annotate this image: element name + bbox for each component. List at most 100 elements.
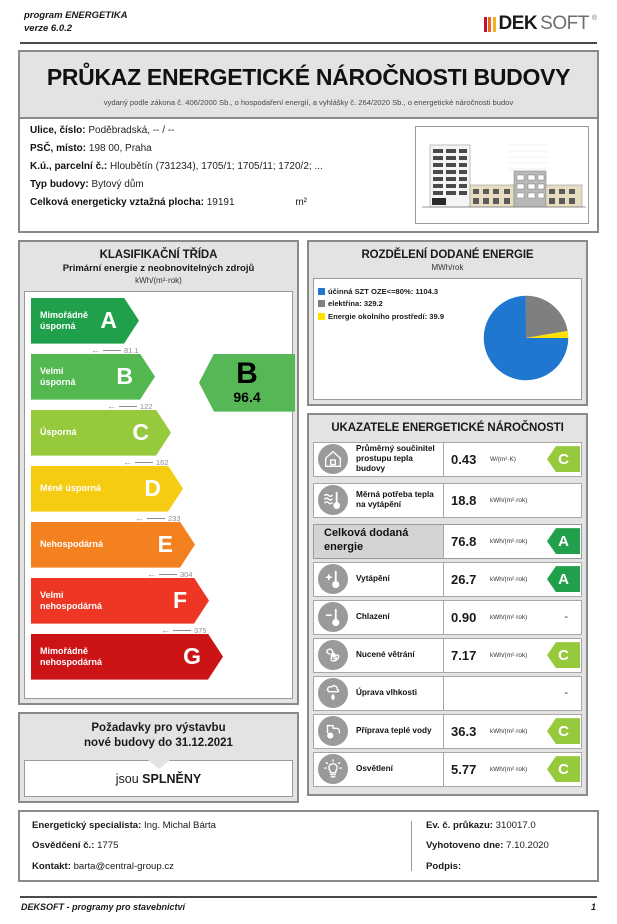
band-threshold-a: ← 81.1 [91,344,139,355]
indicator-class-empty: - [564,611,568,624]
energy-distribution-unit: MWh/rok [431,262,464,272]
band-threshold-b: ← 122 [107,400,153,411]
rating-letter: B [236,357,258,391]
legend-swatch [318,287,325,295]
building-elevation-drawing [416,126,588,223]
band-threshold-e: ← 304 [147,568,193,579]
indicator-value: 76.8 [451,533,477,549]
specialist-row-date: Vyhotoveno dne: 7.10.2020 [426,841,597,851]
indicator-value-area: 0.43 W/(m²·K) C [443,442,581,476]
identification-block: Ulice, číslo: Poděbradská, -- / -- PSČ, … [18,118,599,233]
cooling-icon [325,608,340,627]
indicator-label: Příprava teplé vody [356,726,432,735]
indicator-row: Příprava teplé vody 36.3 kWh/(m²·rok) C [313,713,582,749]
requirements-line2: nové budovy do 31.12.2021 [84,736,233,749]
indicator-value: 0.90 [451,609,477,625]
indicator-unit: kWh/(m²·rok) [490,537,528,545]
indicator-label: Celková dodaná energie [324,527,409,554]
rating-badge: B 96.4 [199,353,295,412]
band-shape-b: Velmi úsporná B [31,354,155,400]
indicator-label: Chlazení [356,612,390,621]
indicator-class-badge: C [547,446,580,473]
band-threshold-f: ← 375 [161,624,207,635]
specialist-label: Energetický specialista: [32,819,142,831]
lighting-icon [324,759,342,778]
indicator-icon-wrap [318,754,348,785]
indicator-unit: kWh/(m²·rok) [490,575,528,583]
band-shape-a: Mimořádně úsporná A [31,298,139,344]
legend-item: účinná SZT OZE<=80%: 1104.3 [318,287,475,296]
indicator-value-area: 36.3 kWh/(m²·rok) C [443,714,581,748]
band-label: Velmi úsporná [40,366,76,387]
specialist-row-certificate: Osvědčení č.: 1775 [32,841,411,851]
energy-distribution-header: ROZDĚLENÍ DODANÉ ENERGIE MWh/rok [309,242,586,278]
indicator-label: Úprava vlhkosti [356,688,417,697]
specialist-label: Podpis: [426,860,462,872]
ident-row-building-type: Typ budovy: Bytový dům [30,179,407,190]
indicator-value-area: 18.8 kWh/(m²·rok) [443,483,581,517]
title-block: PRŮKAZ ENERGETICKÉ NÁROČNOSTI BUDOVY vyd… [18,49,599,119]
specialist-label: Vyhotoveno dne: [426,840,504,852]
indicator-label: Měrná potřeba tepla na vytápění [356,489,434,510]
specialist-row-name: Energetický specialista: Ing. Michal Bár… [32,819,411,831]
house-icon [324,451,342,468]
energy-scale: Mimořádně úsporná A ← 81.1 Velmi úsporná B ← 122 Ú… [25,292,295,698]
indicator-value: 18.8 [451,492,477,508]
legend-swatch [318,312,325,320]
indicator-value: 7.17 [451,647,477,663]
ident-value: 19191 [206,196,235,208]
specialist-row-registration: Ev. č. průkazu: 310017.0 [426,820,597,831]
scale-band-e: Nehospodárná E ← 304 [25,522,292,579]
building-thumbnail [415,125,589,224]
legend-label: elektřina: 329.2 [328,299,383,309]
ident-value: Hloubětín (731234), 1705/1; 1705/11; 172… [110,160,323,172]
page-title: PRŮKAZ ENERGETICKÉ NÁROČNOSTI BUDOVY [46,63,571,90]
logo-soft-text: SOFT [540,13,589,34]
indicator-label: Průměrný součinitel prostupu tepla budovy [356,443,435,474]
indicator-icon-wrap [318,485,348,516]
requirements-header: Požadavky pro výstavbu nové budovy do 31… [20,714,297,769]
deksoft-logo: DEK SOFT ® [483,10,597,35]
heating-icon [325,570,340,589]
band-threshold-d: ← 233 [135,512,181,523]
indicator-value: 5.77 [451,761,477,777]
specialist-label: Kontakt: [32,860,71,872]
logo-bars-icon [483,16,496,32]
classification-body: Mimořádně úsporná A ← 81.1 Velmi úsporná B ← 122 Ú… [24,290,295,699]
indicator-row: Celková dodaná energie 76.8 kWh/(m²·rok) A [313,523,582,559]
indicator-unit: kWh/(m²·rok) [490,651,528,659]
humidity-icon [326,685,340,701]
indicator-icon-wrap [318,716,348,747]
energy-distribution-panel: ROZDĚLENÍ DODANÉ ENERGIE MWh/rok účinná … [307,239,588,406]
pie-chart [483,295,569,380]
band-shape-g: Mimořádně nehospodárná G [31,634,223,680]
indicator-value-area: 26.7 kWh/(m²·rok) A [443,562,581,596]
indicator-value-area: - [443,676,581,710]
requirements-notch-icon [147,759,170,769]
indicator-value-area: 5.77 kWh/(m²·rok) C [443,752,581,786]
band-letter: F [172,587,187,614]
band-threshold-c: ← 162 [123,456,169,467]
indicator-class-badge: C [547,642,580,669]
ident-row-cadastre: K.ú., parcelní č.: Hloubětín (731234), 1… [30,160,407,172]
scale-band-d: Méně úsporná D ← 233 [25,466,292,523]
indicator-unit: W/(m²·K) [490,455,516,463]
band-letter: D [144,475,161,502]
band-label: Úsporná [40,427,77,438]
indicator-class-badge: C [547,756,580,783]
classification-title: KLASIFIKAČNÍ TŘÍDA [99,248,218,261]
ident-row-street: Ulice, číslo: Poděbradská, -- / -- [30,125,407,136]
band-label: Mimořádně úsporná [40,310,89,331]
heat-demand-icon [324,491,341,510]
indicator-class-empty: - [564,687,568,700]
specialist-row-signature: Podpis: [426,860,597,872]
page-subtitle: vydaný podle zákona č. 406/2000 Sb., o h… [103,97,514,107]
page-footer: DEKSOFT - programy pro stavebnictví 1 [18,902,599,912]
indicator-value: 26.7 [451,571,477,587]
indicator-row: Osvětlení 5.77 kWh/(m²·rok) C [313,751,582,787]
ident-unit: m² [295,196,308,208]
classification-unit: kWh/(m²·rok) [135,275,182,285]
program-version: verze 6.0.2 [24,22,73,34]
specialist-right: Ev. č. průkazu: 310017.0 Vyhotoveno dne:… [412,820,597,872]
pie-chart-area: účinná SZT OZE<=80%: 1104.3 elektřina: 32… [314,279,581,399]
